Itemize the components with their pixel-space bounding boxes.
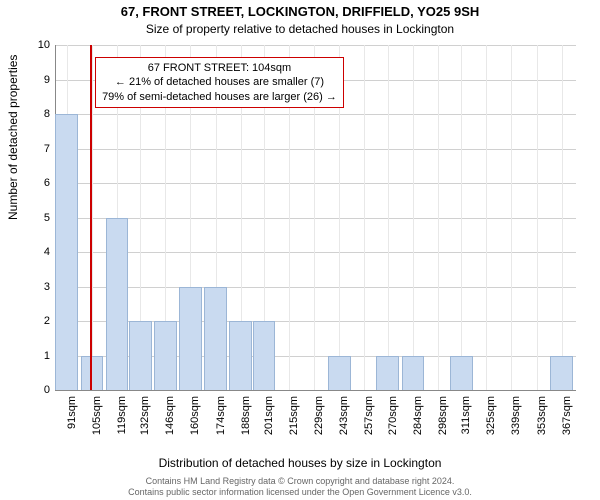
bar: [106, 218, 129, 391]
y-tick-label: 5: [20, 212, 50, 224]
x-tick-label: 91sqm: [66, 396, 78, 436]
y-tick-label: 2: [20, 315, 50, 327]
gridline-v: [537, 45, 538, 390]
footer-attribution: Contains HM Land Registry data © Crown c…: [0, 476, 600, 498]
y-tick-label: 8: [20, 108, 50, 120]
footer-line2: Contains public sector information licen…: [0, 487, 600, 498]
annotation-line-property: 67 FRONT STREET: 104sqm: [102, 61, 337, 75]
chart-subtitle: Size of property relative to detached ho…: [0, 22, 600, 36]
gridline-v: [562, 45, 563, 390]
bar: [550, 356, 573, 391]
gridline-h: [56, 287, 576, 288]
gridline-h: [56, 149, 576, 150]
x-tick-label: 105sqm: [91, 396, 103, 436]
bar: [154, 321, 177, 390]
x-tick-label: 339sqm: [510, 396, 522, 436]
y-axis-label: Number of detached properties: [6, 55, 20, 220]
gridline-v: [511, 45, 512, 390]
gridline-h: [56, 45, 576, 46]
x-tick-label: 257sqm: [363, 396, 375, 436]
x-tick-label: 174sqm: [215, 396, 227, 436]
x-axis-label: Distribution of detached houses by size …: [0, 456, 600, 470]
y-tick-label: 6: [20, 177, 50, 189]
bar: [328, 356, 351, 391]
bar: [402, 356, 425, 391]
gridline-v: [364, 45, 365, 390]
annotation-line-smaller: ← 21% of detached houses are smaller (7): [102, 75, 337, 89]
bar: [229, 321, 252, 390]
annotation-line-larger: 79% of semi-detached houses are larger (…: [102, 90, 337, 104]
gridline-v: [438, 45, 439, 390]
y-tick-label: 1: [20, 350, 50, 362]
x-tick-label: 229sqm: [313, 396, 325, 436]
x-tick-label: 119sqm: [116, 396, 128, 436]
marker-annotation-box: 67 FRONT STREET: 104sqm ← 21% of detache…: [95, 57, 344, 108]
y-tick-label: 10: [20, 39, 50, 51]
x-tick-label: 284sqm: [412, 396, 424, 436]
y-tick-label: 3: [20, 281, 50, 293]
x-tick-label: 311sqm: [460, 396, 472, 436]
property-marker-line: [90, 45, 92, 390]
bar: [55, 114, 78, 390]
x-tick-label: 270sqm: [387, 396, 399, 436]
bar: [129, 321, 152, 390]
gridline-h: [56, 183, 576, 184]
bar: [204, 287, 227, 391]
x-tick-label: 243sqm: [338, 396, 350, 436]
gridline-v: [413, 45, 414, 390]
gridline-v: [388, 45, 389, 390]
x-tick-label: 215sqm: [288, 396, 300, 436]
x-tick-label: 367sqm: [561, 396, 573, 436]
bar: [253, 321, 276, 390]
x-tick-label: 325sqm: [485, 396, 497, 436]
gridline-v: [486, 45, 487, 390]
gridline-v: [461, 45, 462, 390]
x-tick-label: 146sqm: [164, 396, 176, 436]
gridline-h: [56, 252, 576, 253]
x-tick-label: 201sqm: [263, 396, 275, 436]
bar: [179, 287, 202, 391]
chart-title-address: 67, FRONT STREET, LOCKINGTON, DRIFFIELD,…: [0, 4, 600, 19]
y-tick-label: 9: [20, 74, 50, 86]
x-tick-label: 353sqm: [536, 396, 548, 436]
bar: [376, 356, 399, 391]
gridline-h: [56, 218, 576, 219]
y-tick-label: 7: [20, 143, 50, 155]
x-tick-label: 188sqm: [240, 396, 252, 436]
y-tick-label: 4: [20, 246, 50, 258]
x-tick-label: 132sqm: [139, 396, 151, 436]
x-tick-label: 160sqm: [189, 396, 201, 436]
footer-line1: Contains HM Land Registry data © Crown c…: [0, 476, 600, 487]
y-tick-label: 0: [20, 384, 50, 396]
bar: [450, 356, 473, 391]
gridline-h: [56, 114, 576, 115]
x-tick-label: 298sqm: [437, 396, 449, 436]
